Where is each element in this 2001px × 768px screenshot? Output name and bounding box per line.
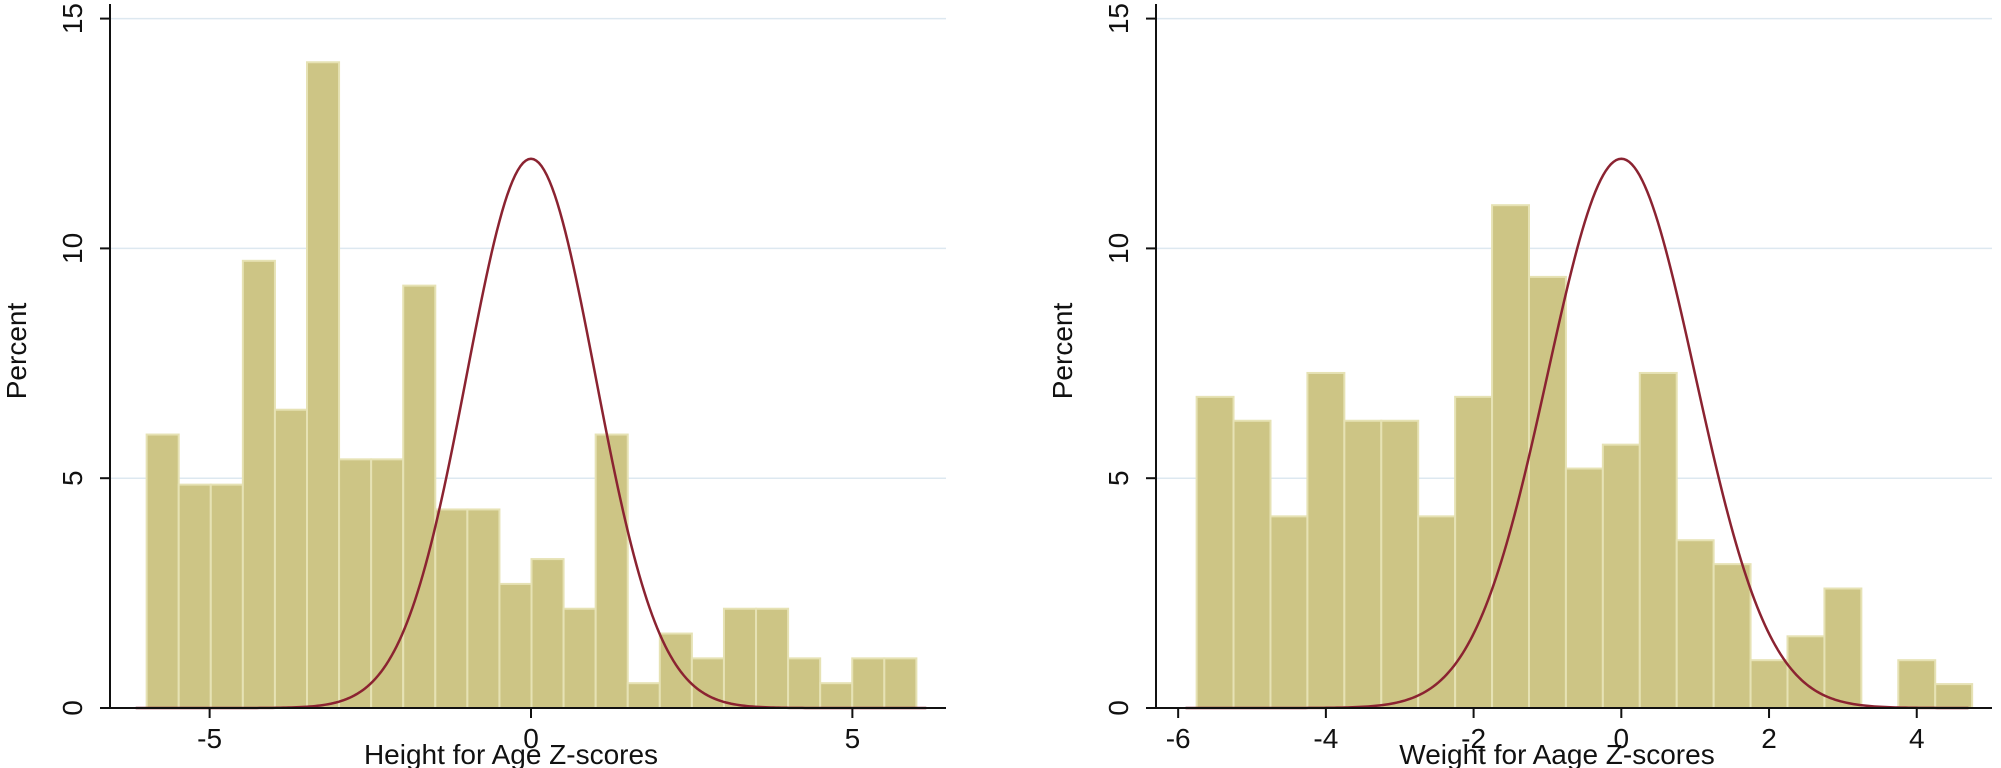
histogram-bar — [851, 657, 886, 709]
histogram-bar — [594, 433, 629, 709]
x-tick-label: -4 — [1313, 723, 1338, 754]
histogram-bar — [1491, 204, 1530, 709]
x-tick-label: -5 — [197, 723, 222, 754]
histogram-bar — [1749, 659, 1789, 710]
histogram-bar — [1564, 467, 1604, 710]
histogram-bar — [819, 682, 854, 709]
histogram-bar — [241, 259, 276, 709]
height-for-age-histogram: 0 5 10 15 -5 0 5 Height for Age Z-scores Percent — [1, 3, 946, 768]
histogram-bar — [1675, 539, 1715, 710]
y-tick-label: 0 — [1103, 700, 1134, 716]
histogram-bar — [722, 607, 758, 709]
histogram-bar — [498, 582, 533, 709]
x-tick-label: 2 — [1761, 723, 1777, 754]
y-axis-title: Percent — [1, 303, 32, 400]
x-tick-label: 0 — [1614, 723, 1630, 754]
y-tick-label: 10 — [57, 233, 88, 264]
histogram-bar — [306, 61, 341, 709]
histogram-bar — [338, 458, 373, 710]
histogram-bar — [177, 483, 212, 709]
y-tick-label: 10 — [1103, 233, 1134, 264]
y-tick-label: 5 — [57, 470, 88, 486]
histogram-bar — [1712, 563, 1752, 709]
histogram-bar — [1897, 659, 1937, 710]
histogram-bar — [787, 657, 822, 709]
y-tick-label: 5 — [1103, 470, 1134, 486]
histogram-bar — [1934, 683, 1974, 709]
histogram-bar — [434, 508, 469, 709]
histogram-bar — [1195, 395, 1235, 709]
histogram-bar — [145, 433, 180, 709]
x-tick-label: 4 — [1909, 723, 1925, 754]
histogram-bar — [209, 483, 244, 709]
histogram-bar — [1417, 515, 1457, 710]
histogram-bar — [1454, 395, 1494, 709]
y-tick-label: 0 — [57, 700, 88, 716]
histogram-bar — [1601, 443, 1641, 709]
histogram-bar — [530, 558, 565, 709]
histogram-bar — [1306, 371, 1346, 709]
histogram-bar — [1343, 419, 1383, 709]
histogram-bar — [883, 657, 918, 709]
y-tick-label: 15 — [57, 3, 88, 34]
weight-for-age-histogram: 0 5 10 15 -6 -4 -2 0 2 4 Weight for Aage Z-scores P… — [1047, 3, 1992, 768]
y-axis-title: Percent — [1047, 303, 1078, 400]
histogram-bar — [1527, 275, 1567, 709]
x-axis-title: Height for Age Z-scores — [364, 739, 658, 768]
histogram-bar — [1823, 587, 1863, 709]
histogram-bar — [755, 607, 790, 709]
histogram-bar — [273, 408, 309, 709]
y-tick-label: 15 — [1103, 3, 1134, 34]
x-tick-label: 5 — [845, 723, 861, 754]
histogram-bar — [1380, 419, 1420, 709]
x-tick-label: -2 — [1461, 723, 1486, 754]
histogram-bar — [466, 508, 501, 709]
histogram-bar — [1638, 371, 1678, 709]
histogram-bar — [562, 607, 597, 709]
histogram-bar — [626, 682, 661, 709]
x-tick-label: -6 — [1166, 723, 1191, 754]
x-tick-label: 0 — [523, 723, 539, 754]
histogram-bar — [1269, 515, 1309, 710]
histogram-bar — [370, 458, 405, 710]
histogram-bar — [402, 284, 437, 709]
x-axis-title: Weight for Aage Z-scores — [1399, 739, 1714, 768]
histogram-bar — [1232, 419, 1272, 709]
